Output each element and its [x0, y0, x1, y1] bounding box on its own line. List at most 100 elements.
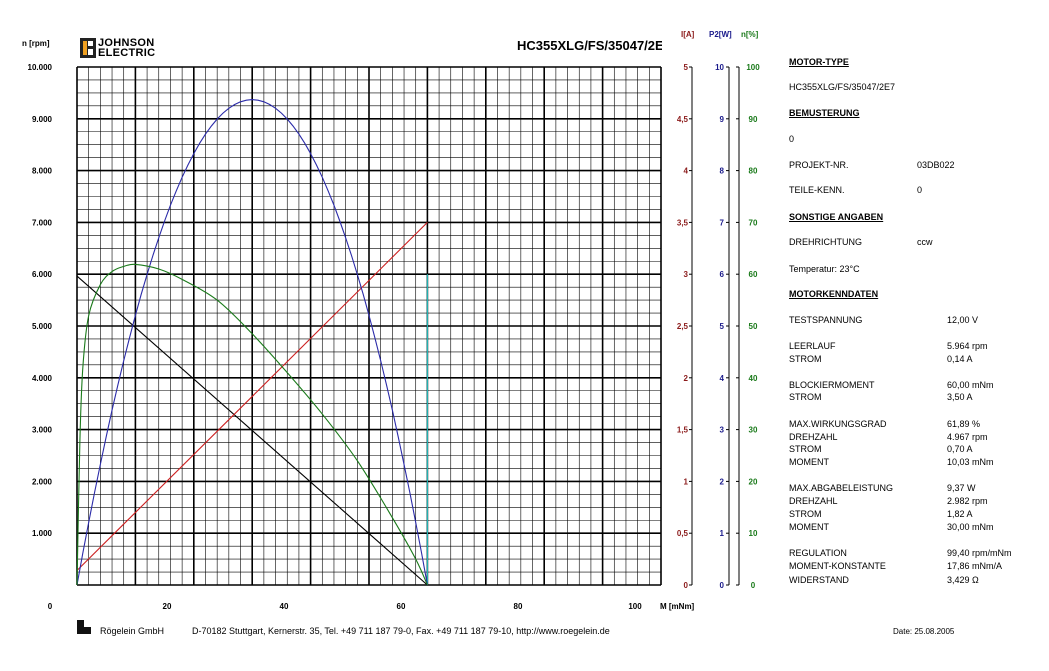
moment2-label: MOMENT	[789, 522, 829, 532]
strom4-label: STROM	[789, 509, 822, 519]
speed-tick-label: 1.000	[32, 529, 53, 538]
strom3-label: STROM	[789, 444, 822, 454]
P2-tick-label: 0	[720, 581, 725, 590]
I-tick-label: 2	[684, 374, 689, 383]
moment1-label: MOMENT	[789, 457, 829, 467]
leerlauf-label: LEERLAUF	[789, 341, 836, 351]
bemusterung-heading: BEMUSTERUNG	[789, 108, 860, 118]
I-tick-label: 0,5	[677, 529, 689, 538]
torque-tick-label: 60	[397, 602, 406, 611]
I-tick-label: 3	[684, 270, 689, 279]
eta-tick-label: 100	[746, 63, 760, 72]
speed-tick-label: 5.000	[32, 322, 53, 331]
eta-tick-label: 60	[749, 270, 758, 279]
logo-line2: ELECTRIC	[98, 47, 156, 59]
logo-line1: JOHNSON	[98, 37, 155, 49]
strom1-value: 0,14 A	[947, 354, 973, 364]
regulation-value: 99,40 rpm/mNm	[947, 548, 1012, 558]
speed-tick-label: 4.000	[32, 374, 53, 383]
motor-data-panel: MOTOR-TYPE HC355XLG/FS/35047/2E7 BEMUSTE…	[789, 0, 1049, 600]
maxwg-label: MAX.WIRKUNGSGRAD	[789, 419, 887, 429]
I-tick-label: 1	[684, 477, 689, 486]
maxab-value: 9,37 W	[947, 483, 976, 493]
P2-tick-label: 5	[720, 322, 725, 331]
axis-label-efficiency: n[%]	[741, 30, 759, 39]
eta-tick-label: 30	[749, 426, 758, 435]
I-tick-label: 5	[684, 63, 689, 72]
footer-company: Rögelein GmbH	[100, 626, 165, 636]
moment1-value: 10,03 mNm	[947, 457, 994, 467]
testspannung-value: 12,00 V	[947, 315, 979, 325]
drehzahl2-value: 2.982 rpm	[947, 496, 988, 506]
axis-label-current: I[A]	[681, 30, 695, 39]
widerstand-value: 3,429 Ω	[947, 575, 979, 585]
bemusterung-value: 0	[789, 134, 795, 144]
series-layer	[76, 99, 428, 586]
eta-tick-label: 70	[749, 218, 758, 227]
blockier-value: 60,00 mNm	[947, 380, 994, 390]
power-series-line	[76, 99, 428, 586]
maxwg-value: 61,89 %	[947, 419, 981, 429]
projekt-label: PROJEKT-NR.	[789, 160, 849, 170]
axis-label-power: P2[W]	[709, 30, 732, 39]
torque-tick-label: 0	[48, 602, 53, 611]
strom1-label: STROM	[789, 354, 822, 364]
I-tick-label: 4	[684, 167, 689, 176]
torque-tick-label: 80	[514, 602, 523, 611]
speed-tick-label: 3.000	[32, 426, 53, 435]
eta-tick-label: 20	[749, 477, 758, 486]
strom4-value: 1,82 A	[947, 509, 973, 519]
speed-tick-label: 7.000	[32, 218, 53, 227]
logo-text: JOHNSON ELECTRIC	[98, 37, 156, 59]
maxab-label: MAX.ABGABELEISTUNG	[789, 483, 894, 493]
strom2-label: STROM	[789, 392, 822, 402]
efficiency-series-line	[76, 263, 428, 586]
torque-tick-label: 40	[280, 602, 289, 611]
I-tick-label: 1,5	[677, 426, 689, 435]
drehrichtung-label: DREHRICHTUNG	[789, 237, 862, 247]
P2-tick-label: 10	[715, 63, 724, 72]
P2-tick-label: 8	[720, 167, 725, 176]
ticks-layer: 10.000 9.000 8.000 7.000 6.000 5.000 4.000 3.00…	[28, 63, 761, 611]
P2-tick-label: 3	[720, 426, 725, 435]
widerstand-label: WIDERSTAND	[789, 575, 849, 585]
torque-tick-label: 20	[163, 602, 172, 611]
I-tick-label: 4,5	[677, 115, 689, 124]
strom3-value: 0,70 A	[947, 444, 973, 454]
speed-tick-label: 9.000	[32, 115, 53, 124]
chart-title: HC355XLG/FS/35047/2E7	[517, 38, 662, 53]
I-tick-label: 2,5	[677, 322, 689, 331]
mk-label: MOMENT-KONSTANTE	[789, 561, 886, 571]
eta-tick-label: 90	[749, 115, 758, 124]
roegelein-logo-icon	[77, 620, 91, 634]
eta-tick-label: 80	[749, 167, 758, 176]
temperatur-text: Temperatur: 23°C	[789, 264, 860, 274]
projekt-value: 03DB022	[917, 160, 955, 170]
strom2-value: 3,50 A	[947, 392, 973, 402]
speed-tick-label: 2.000	[32, 477, 53, 486]
teile-value: 0	[917, 185, 923, 195]
blockier-label: BLOCKIERMOMENT	[789, 380, 875, 390]
sonstige-heading: SONSTIGE ANGABEN	[789, 212, 884, 222]
I-tick-label: 0	[684, 581, 689, 590]
moment2-value: 30,00 mNm	[947, 522, 994, 532]
current-series-line	[76, 222, 428, 571]
axis-label-torque: M [mNm]	[660, 602, 695, 611]
speed-tick-label: 6.000	[32, 270, 53, 279]
eta-tick-label: 10	[749, 529, 758, 538]
drehzahl1-value: 4.967 rpm	[947, 432, 988, 442]
eta-tick-label: 0	[751, 581, 756, 590]
johnson-logo-icon	[80, 38, 96, 58]
P2-tick-label: 4	[720, 374, 725, 383]
regulation-label: REGULATION	[789, 548, 847, 558]
leerlauf-value: 5.964 rpm	[947, 341, 988, 351]
eta-tick-label: 50	[749, 322, 758, 331]
axis-label-speed: n [rpm]	[22, 39, 50, 48]
P2-tick-label: 6	[720, 270, 725, 279]
speed-tick-label: 8.000	[32, 167, 53, 176]
drehzahl1-label: DREHZAHL	[789, 432, 838, 442]
motor-type-value: HC355XLG/FS/35047/2E7	[789, 82, 896, 92]
drehrichtung-value: ccw	[917, 237, 933, 247]
testspannung-label: TESTSPANNUNG	[789, 315, 863, 325]
